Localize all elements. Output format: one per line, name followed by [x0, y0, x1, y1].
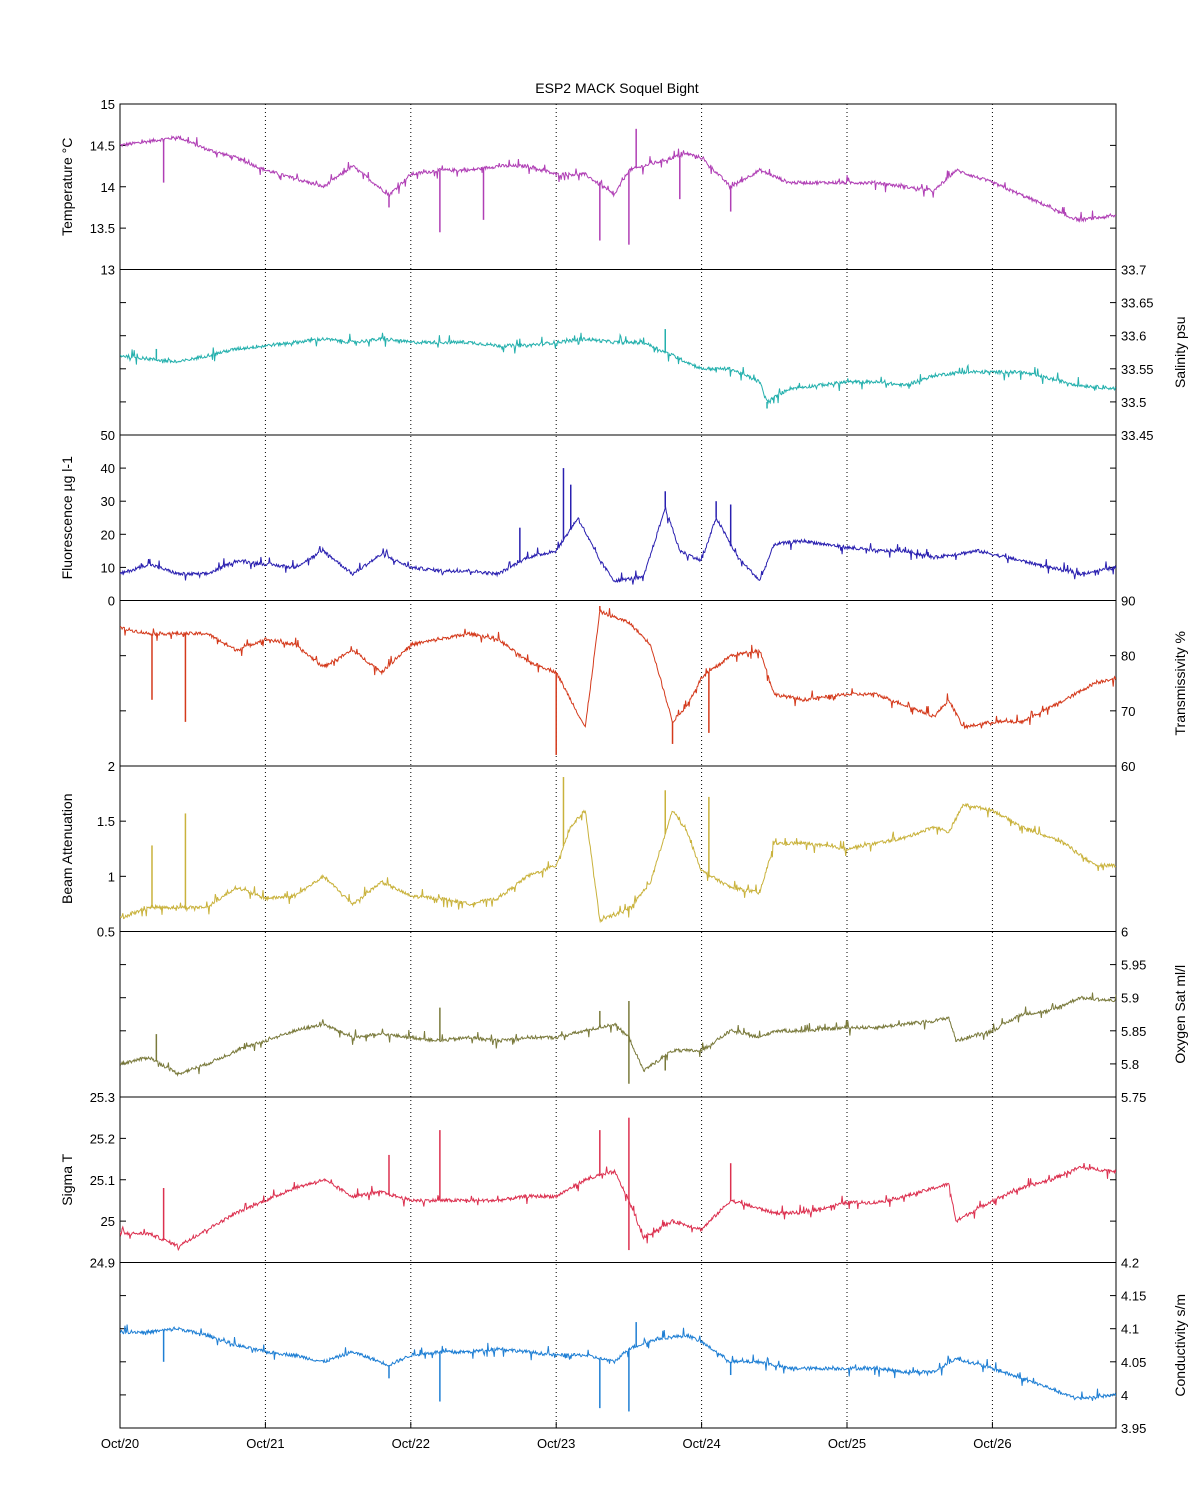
y-tick-label: 33.7	[1121, 263, 1146, 278]
y-tick-label: 1	[108, 869, 115, 884]
y-tick-label: 1.5	[97, 814, 115, 829]
panel-frame	[119, 1262, 1117, 1429]
x-tick-label: Oct/26	[973, 1436, 1011, 1451]
y-tick-label: 60	[1121, 759, 1135, 774]
y-tick-label: 4.05	[1121, 1355, 1146, 1370]
y-tick-label: 80	[1121, 649, 1135, 664]
y-tick-label: 5.9	[1121, 991, 1139, 1006]
y-tick-label: 5.75	[1121, 1090, 1146, 1105]
y-tick-label: 5.8	[1121, 1057, 1139, 1072]
y-tick-label: 0.5	[97, 925, 115, 940]
panel-salinity: 33.45 33.5 33.55 33.6 33.65 33.7 Salinity psu	[119, 263, 1188, 443]
y-tick-label: 13	[101, 263, 115, 278]
series-line	[120, 1163, 1116, 1252]
panel-conductivity: 3.95 4 4.05 4.1 4.15 4.2 Conductivity s/m	[119, 1256, 1188, 1436]
y-tick-label: 90	[1121, 594, 1135, 609]
y-tick-label: 5.95	[1121, 958, 1146, 973]
series-line	[120, 608, 1116, 730]
panel-frame	[119, 434, 1117, 601]
y-tick-label: 70	[1121, 704, 1135, 719]
y-tick-label: 25.3	[90, 1090, 115, 1105]
x-tick-label: Oct/23	[537, 1436, 575, 1451]
x-tick-label: Oct/20	[101, 1436, 139, 1451]
y-tick-label: 3.95	[1121, 1421, 1146, 1436]
y-tick-label: 10	[101, 560, 115, 575]
y-tick-label: 33.65	[1121, 296, 1154, 311]
y-tick-label: 14	[101, 180, 115, 195]
series-line	[120, 1324, 1116, 1401]
panel-fluorescence: 0 10 20 30 40 50 Fluorescence µg l-1	[59, 428, 1117, 609]
y-tick-label: 4.2	[1121, 1256, 1139, 1271]
y-tick-label: 6	[1121, 925, 1128, 940]
y-tick-label: 40	[101, 461, 115, 476]
series-line	[120, 134, 1116, 224]
series-line	[120, 802, 1116, 924]
panel-frame	[119, 931, 1117, 1098]
y-tick-label: 14.5	[90, 138, 115, 153]
panel-frame	[119, 600, 1117, 767]
y-axis-label: Sigma T	[59, 1153, 75, 1205]
y-axis-label: Oxygen Sat ml/l	[1172, 965, 1188, 1064]
y-axis-label: Beam Attenuation	[59, 793, 75, 904]
day-grid	[264, 104, 993, 1428]
y-tick-label: 33.5	[1121, 395, 1146, 410]
panel-frame	[119, 103, 1117, 270]
y-tick-label: 13.5	[90, 221, 115, 236]
series-line	[120, 506, 1116, 585]
x-axis: Oct/20 Oct/21 Oct/22 Oct/23 Oct/24 Oct/25 Oct/…	[101, 1422, 1012, 1451]
y-tick-label: 4.15	[1121, 1289, 1146, 1304]
y-tick-label: 25.1	[90, 1173, 115, 1188]
y-axis-label: Fluorescence µg l-1	[59, 456, 75, 579]
y-tick-label: 25	[101, 1214, 115, 1229]
y-tick-label: 33.6	[1121, 329, 1146, 344]
y-tick-label: 0	[108, 594, 115, 609]
y-tick-label: 24.9	[90, 1256, 115, 1271]
y-tick-label: 33.45	[1121, 428, 1154, 443]
panel-frame	[119, 1096, 1117, 1263]
x-tick-label: Oct/24	[682, 1436, 720, 1451]
series-line	[120, 332, 1116, 405]
y-axis-label: Transmissivity %	[1172, 631, 1188, 736]
y-tick-label: 15	[101, 97, 115, 112]
y-axis-label: Temperature °C	[59, 138, 75, 236]
y-tick-label: 2	[108, 759, 115, 774]
panel-frame	[119, 765, 1117, 932]
y-tick-label: 5.85	[1121, 1024, 1146, 1039]
y-tick-label: 20	[101, 527, 115, 542]
panel-oxygen_saturation: 5.75 5.8 5.85 5.9 5.95 6 Oxygen Sat ml/l	[119, 925, 1188, 1105]
x-tick-label: Oct/22	[392, 1436, 430, 1451]
y-tick-label: 50	[101, 428, 115, 443]
y-tick-label: 30	[101, 494, 115, 509]
x-tick-label: Oct/21	[246, 1436, 284, 1451]
panel-beam_attenuation: 0.5 1 1.5 2 Beam Attenuation	[59, 759, 1117, 940]
y-tick-label: 4	[1121, 1388, 1128, 1403]
y-axis-label: Conductivity s/m	[1172, 1294, 1188, 1397]
y-tick-label: 33.55	[1121, 362, 1154, 377]
panel-temperature: 13 13.5 14 14.5 15 Temperature °C	[59, 97, 1117, 278]
panel-frame	[119, 269, 1117, 436]
y-tick-label: 4.1	[1121, 1322, 1139, 1337]
series-line	[120, 992, 1116, 1077]
y-tick-label: 25.2	[90, 1131, 115, 1146]
chart-title: ESP2 MACK Soquel Bight	[535, 80, 699, 96]
panel-transmissivity: 60 70 80 90 Transmissivity %	[119, 594, 1188, 774]
x-tick-label: Oct/25	[828, 1436, 866, 1451]
panel-sigma_t: 24.9 25 25.1 25.2 25.3 Sigma T	[59, 1090, 1117, 1271]
y-axis-label: Salinity psu	[1172, 316, 1188, 388]
